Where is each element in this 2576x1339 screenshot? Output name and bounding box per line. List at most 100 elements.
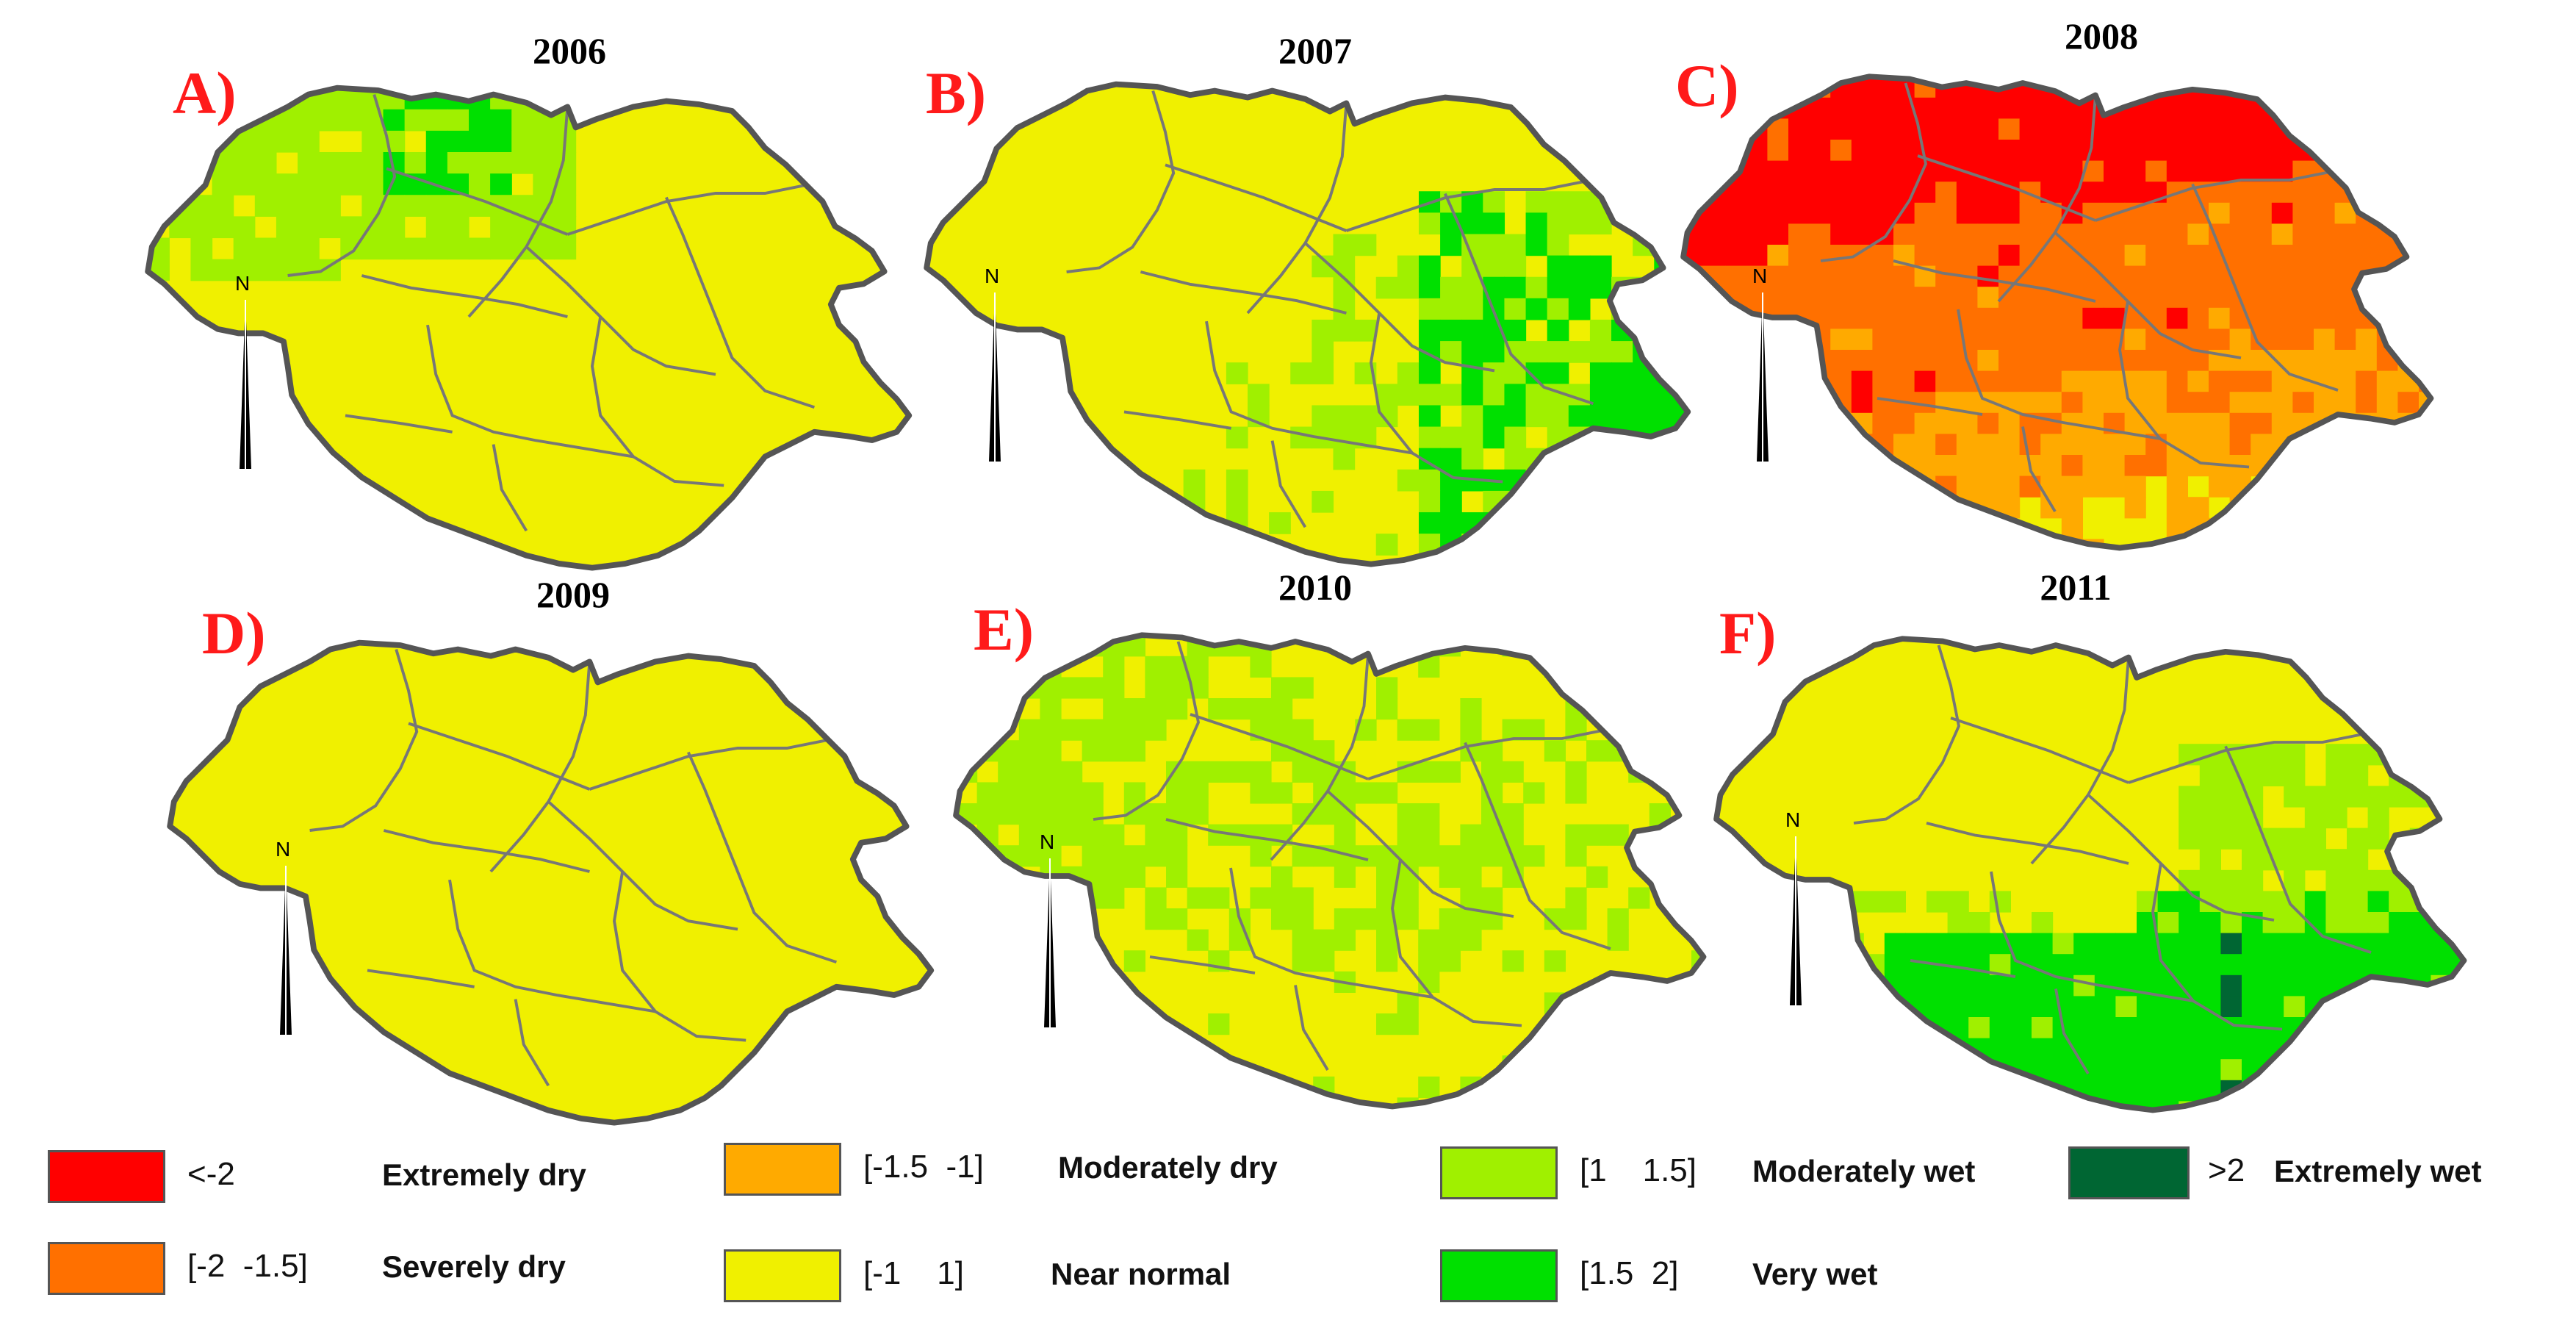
spi-cell — [1998, 370, 2021, 392]
spi-cell — [1935, 497, 1957, 519]
spi-cell — [1893, 287, 1915, 309]
region-map — [145, 85, 913, 571]
spi-cell — [2284, 828, 2306, 850]
spi-cell — [1893, 412, 1915, 434]
spi-cell — [2262, 1080, 2284, 1102]
spi-cell — [1977, 455, 1999, 477]
spi-cell — [2397, 118, 2420, 140]
spi-cell — [956, 845, 978, 867]
province-boundary — [492, 444, 528, 532]
spi-cell — [2367, 912, 2389, 934]
spi-cell — [2251, 223, 2273, 245]
spi-cell — [2019, 370, 2041, 392]
legend-swatch — [724, 1249, 841, 1302]
spi-cell — [1809, 517, 1831, 539]
spi-cell — [1830, 434, 1852, 456]
spi-cell — [2104, 370, 2126, 392]
spi-cell — [1704, 412, 1726, 434]
region-map — [1680, 73, 2434, 551]
spi-cell — [1704, 475, 1726, 498]
spi-cell — [1670, 698, 1692, 720]
spi-cell — [2061, 350, 2083, 372]
spi-cell — [2166, 97, 2188, 119]
spi-cell — [2073, 933, 2095, 955]
spi-cell — [1248, 384, 1270, 406]
spi-cell — [1977, 370, 1999, 392]
spi-cell — [2179, 828, 2201, 850]
legend: <-2 Extremely dry [-2 -1.5] Severely dry… — [0, 1102, 2576, 1339]
spi-cell — [1568, 448, 1591, 470]
spi-cell — [1704, 497, 1726, 519]
spi-cell — [2229, 202, 2251, 224]
spi-cell — [1956, 118, 1978, 140]
spi-cell — [1884, 1038, 1906, 1060]
province-boundary — [1464, 742, 1611, 950]
spi-cell — [1914, 517, 1936, 539]
spi-cell — [2262, 744, 2284, 766]
spi-cell — [2292, 307, 2314, 329]
province-boundary — [566, 183, 807, 236]
spi-cell — [1968, 912, 1990, 934]
spi-cell — [2145, 392, 2167, 414]
spi-cell — [2229, 370, 2251, 392]
province-boundary — [591, 316, 724, 487]
spi-cell — [2187, 118, 2209, 140]
spi-cell — [1998, 329, 2021, 351]
spi-cell — [1968, 1017, 1990, 1039]
spi-cell — [2419, 517, 2431, 539]
spi-cell — [1977, 307, 1999, 329]
spi-cell — [1334, 929, 1356, 951]
spi-cell — [2334, 140, 2356, 162]
spi-cell — [2019, 307, 2041, 329]
spi-cell — [1872, 287, 1894, 309]
spi-cell — [2199, 1017, 2221, 1039]
spi-cell — [2397, 307, 2420, 329]
spi-cell — [2304, 807, 2326, 829]
legend-swatch — [1440, 1249, 1558, 1302]
spi-cell — [1851, 265, 1873, 287]
spi-cell — [1654, 405, 1676, 428]
spi-cell — [1893, 223, 1915, 245]
spi-cell — [1956, 245, 1978, 267]
spi-cell — [148, 130, 170, 153]
spi-cell — [1704, 455, 1726, 477]
spi-cell — [1956, 287, 1978, 309]
spi-cell — [2304, 1080, 2326, 1102]
spi-cell — [998, 971, 1020, 993]
spi-cell — [2452, 764, 2464, 786]
spi-cell — [2419, 307, 2431, 329]
spi-cell — [2314, 182, 2336, 204]
spi-cell — [2040, 140, 2062, 162]
spi-cell — [554, 152, 577, 174]
spi-cell — [2452, 912, 2464, 934]
spi-cell — [1333, 234, 1356, 256]
spi-cell — [1863, 891, 1885, 913]
spi-cell — [2179, 1017, 2201, 1039]
spi-cell — [1893, 265, 1915, 287]
spi-cell — [1544, 635, 1566, 657]
province-boundary — [426, 324, 634, 459]
spi-cell — [1607, 929, 1629, 951]
spi-cell — [1568, 469, 1591, 492]
spi-cell — [1397, 803, 1419, 825]
spi-cell — [2094, 996, 2116, 1018]
spi-cell — [2389, 786, 2411, 808]
spi-cell — [1872, 370, 1894, 392]
spi-cell — [1704, 118, 1726, 140]
spi-cell — [2229, 329, 2251, 351]
spi-cell — [2409, 933, 2431, 955]
spi-cell — [1460, 719, 1482, 741]
spi-cell — [2325, 1038, 2347, 1060]
map-panel-f: 2011 F) N — [1690, 566, 2528, 1113]
spi-cell — [1830, 118, 1852, 140]
spi-cell — [1119, 512, 1141, 534]
spi-cell — [1547, 534, 1569, 556]
spi-cell — [2397, 140, 2420, 162]
spi-cell — [298, 195, 320, 217]
spi-cell — [404, 195, 427, 217]
spi-cell — [490, 130, 512, 153]
spi-cell — [1851, 350, 1873, 372]
spi-cell — [2431, 954, 2453, 976]
spi-cell — [1589, 255, 1612, 278]
spi-cell — [1312, 490, 1334, 513]
